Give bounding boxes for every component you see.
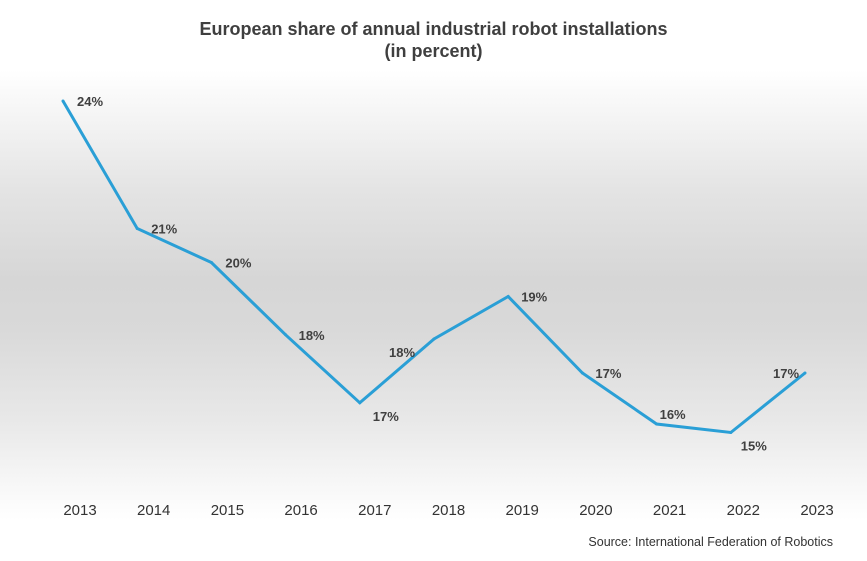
data-label-2013: 24% <box>77 94 103 109</box>
data-point-2021 <box>655 422 659 426</box>
data-point-2023 <box>803 371 807 375</box>
chart-title: European share of annual industrial robo… <box>0 18 867 62</box>
chart-title-main: European share of annual industrial robo… <box>199 19 668 39</box>
data-label-2016: 18% <box>299 328 325 343</box>
x-tick-2016: 2016 <box>284 502 317 519</box>
data-point-2022 <box>729 431 733 434</box>
data-point-2013 <box>61 99 65 103</box>
x-tick-2015: 2015 <box>211 502 244 519</box>
x-tick-2018: 2018 <box>432 502 465 519</box>
x-tick-2017: 2017 <box>358 502 391 519</box>
x-tick-2020: 2020 <box>579 502 612 519</box>
data-label-2022: 15% <box>741 439 767 454</box>
x-tick-2013: 2013 <box>63 502 96 519</box>
x-tick-2021: 2021 <box>653 502 686 519</box>
source-note: Source: International Federation of Robo… <box>588 535 833 549</box>
data-point-2016 <box>284 333 288 337</box>
data-point-2015 <box>209 261 213 264</box>
data-point-2017 <box>358 401 362 405</box>
x-tick-2014: 2014 <box>137 502 170 519</box>
series-line <box>61 100 806 435</box>
data-label-2020: 17% <box>595 366 621 381</box>
x-tick-2023: 2023 <box>800 502 833 519</box>
data-point-2014 <box>135 227 139 230</box>
data-point-2019 <box>506 295 510 298</box>
data-label-2018: 18% <box>389 345 415 360</box>
data-point-2018 <box>432 337 436 341</box>
x-tick-2019: 2019 <box>506 502 539 519</box>
data-point-2020 <box>580 371 584 375</box>
data-label-2015: 20% <box>225 256 251 271</box>
data-label-2017: 17% <box>373 409 399 424</box>
data-label-2014: 21% <box>151 222 177 237</box>
chart-subtitle: (in percent) <box>384 41 483 61</box>
data-label-2019: 19% <box>521 290 547 305</box>
data-label-2023: 17% <box>773 366 799 381</box>
data-label-2021: 16% <box>660 407 686 422</box>
x-tick-2022: 2022 <box>727 502 760 519</box>
